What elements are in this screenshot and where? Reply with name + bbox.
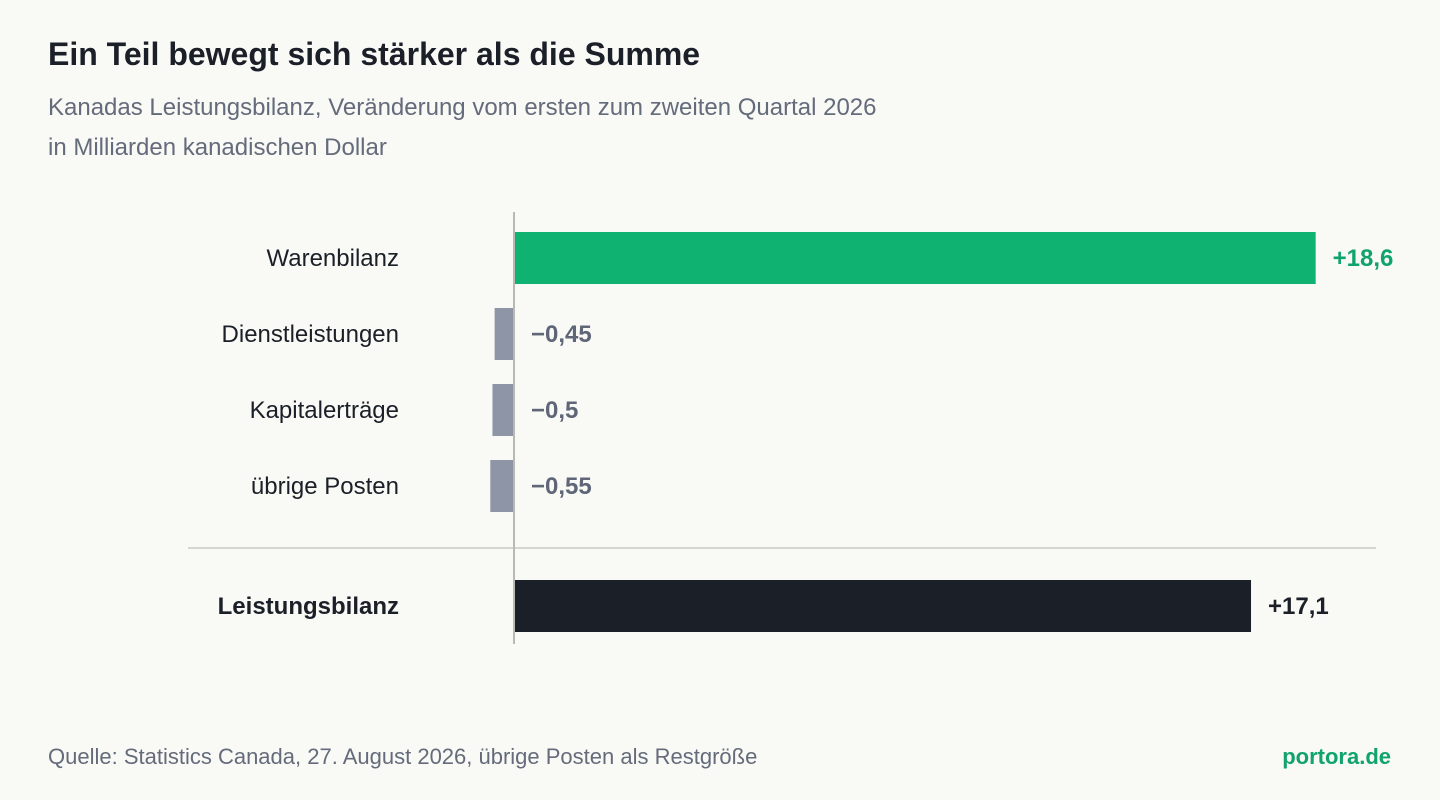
source-note: Quelle: Statistics Canada, 27. August 20… — [48, 744, 758, 769]
bar-4 — [514, 580, 1252, 632]
category-label-0: Warenbilanz — [266, 245, 399, 272]
value-label-3: −0,55 — [531, 473, 592, 500]
category-label-2: Kapitalerträge — [250, 397, 399, 424]
value-label-4: +17,1 — [1268, 593, 1329, 620]
bar-1 — [494, 308, 514, 360]
category-label-3: übrige Posten — [251, 473, 399, 500]
bar-0 — [514, 232, 1316, 284]
category-label-1: Dienstleistungen — [222, 321, 399, 348]
value-label-2: −0,5 — [531, 397, 578, 424]
subtitle-line-1: Kanadas Leistungsbilanz, Veränderung vom… — [48, 94, 877, 121]
brand-link[interactable]: portora.de — [1282, 744, 1391, 769]
value-label-1: −0,45 — [531, 321, 592, 348]
category-label-4: Leistungsbilanz — [218, 593, 399, 620]
subtitle-line-2: in Milliarden kanadischen Dollar — [48, 134, 387, 161]
bar-2 — [492, 384, 514, 436]
chart-title: Ein Teil bewegt sich stärker als die Sum… — [48, 36, 701, 72]
value-label-0: +18,6 — [1333, 245, 1394, 272]
chart-subtitle: Kanadas Leistungsbilanz, Veränderung vom… — [48, 88, 877, 168]
bar-3 — [490, 460, 514, 512]
